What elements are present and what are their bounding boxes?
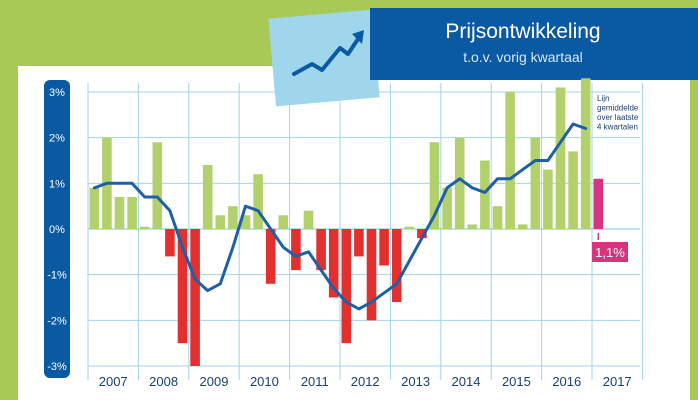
bar bbox=[354, 229, 364, 257]
bar bbox=[454, 137, 465, 229]
y-tick-label: -1% bbox=[47, 270, 67, 282]
bar bbox=[240, 215, 251, 229]
y-tick-label: -3% bbox=[47, 361, 67, 373]
bar bbox=[202, 165, 213, 229]
bar bbox=[442, 187, 452, 229]
line-label: over laatste bbox=[597, 113, 639, 122]
bar bbox=[404, 226, 415, 229]
bar bbox=[328, 229, 339, 298]
callout-box bbox=[592, 242, 628, 262]
average-line bbox=[92, 122, 588, 311]
bar bbox=[152, 142, 163, 229]
bar bbox=[417, 229, 427, 239]
x-tick-label: 2010 bbox=[250, 374, 279, 389]
x-tick-label: 2013 bbox=[401, 374, 430, 389]
bar bbox=[467, 224, 478, 229]
bar bbox=[190, 229, 200, 366]
bar bbox=[580, 78, 591, 229]
y-tick-label: -2% bbox=[47, 315, 67, 327]
highlight-bar bbox=[593, 178, 604, 229]
bar bbox=[165, 229, 175, 257]
line-label: Lijn bbox=[597, 94, 609, 103]
bar bbox=[265, 229, 276, 284]
line-label: gemiddelde bbox=[597, 104, 639, 113]
rising-trend-arrow-icon bbox=[292, 30, 364, 76]
x-tick-label: 2017 bbox=[603, 374, 632, 389]
bar bbox=[555, 87, 566, 229]
y-tick-label: 3% bbox=[49, 87, 65, 99]
bar bbox=[480, 160, 490, 229]
x-tick-label: 2007 bbox=[99, 374, 128, 389]
callout-value: 1,1% bbox=[595, 245, 625, 260]
bar bbox=[492, 206, 503, 229]
bar bbox=[517, 224, 528, 229]
bar bbox=[291, 229, 301, 271]
x-tick-label: 2008 bbox=[149, 374, 178, 389]
chart-card bbox=[18, 66, 690, 400]
chart-subtitle: t.o.v. vorig kwartaal bbox=[463, 49, 583, 65]
bar bbox=[391, 229, 402, 303]
chart-header bbox=[370, 8, 698, 80]
bar bbox=[89, 187, 100, 229]
bar bbox=[303, 210, 314, 229]
bar bbox=[379, 229, 389, 266]
x-tick-label: 2011 bbox=[301, 374, 329, 389]
bar bbox=[530, 137, 541, 229]
y-tick-label: 0% bbox=[49, 224, 65, 236]
bar bbox=[341, 229, 352, 344]
bar bbox=[316, 229, 326, 271]
bar bbox=[568, 151, 578, 229]
y-tick-label: 2% bbox=[49, 133, 65, 145]
bar bbox=[543, 169, 553, 229]
bar bbox=[278, 215, 289, 229]
bar bbox=[139, 226, 150, 229]
line-label: 4 kwartalen bbox=[597, 123, 638, 132]
bar bbox=[366, 229, 377, 321]
bar bbox=[177, 229, 188, 344]
x-tick-label: 2012 bbox=[351, 374, 380, 389]
y-axis-bar bbox=[44, 80, 70, 378]
bar bbox=[253, 174, 263, 229]
bar bbox=[114, 197, 125, 229]
bar bbox=[505, 92, 515, 229]
bar bbox=[228, 206, 238, 229]
y-tick-label: 1% bbox=[49, 178, 65, 190]
bar bbox=[127, 197, 137, 229]
x-tick-label: 2016 bbox=[552, 374, 581, 389]
chart-title: Prijsontwikkeling bbox=[445, 20, 601, 43]
x-tick-label: 2015 bbox=[502, 374, 531, 389]
bar bbox=[429, 142, 440, 229]
x-tick-label: 2009 bbox=[200, 374, 229, 389]
x-tick-label: 2014 bbox=[452, 374, 481, 389]
bar bbox=[215, 215, 226, 229]
